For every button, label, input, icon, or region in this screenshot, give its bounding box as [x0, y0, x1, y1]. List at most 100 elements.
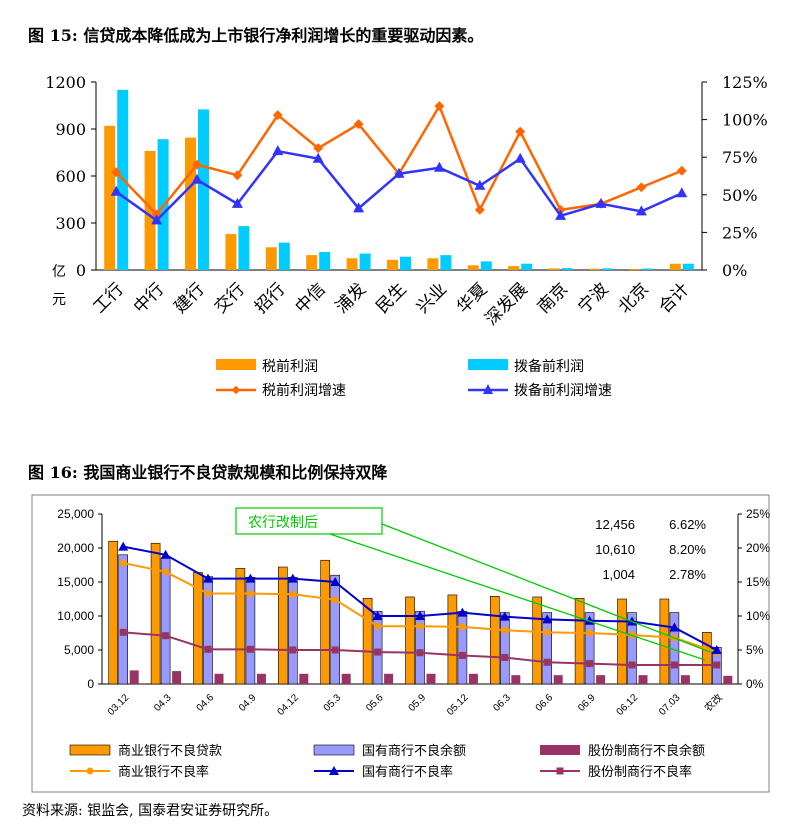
y2-tick-label: 15%: [746, 575, 770, 589]
marker-joint-stock-npl-ratio: [543, 658, 551, 666]
marker-pretax-growth: [232, 170, 243, 181]
marker-preprovision-growth: [110, 185, 122, 196]
marker-state-owned-npl-ratio: [669, 622, 680, 632]
marker-preprovision-growth: [433, 161, 445, 172]
bar-pretax-profit: [185, 137, 196, 270]
legend-marker: [483, 384, 493, 394]
marker-preprovision-growth: [635, 205, 647, 216]
unit-label-1: 亿: [52, 264, 66, 280]
bar-commercial-npl: [108, 540, 118, 685]
y-tick-label: 0: [76, 261, 86, 280]
bar-commercial-npl: [489, 595, 500, 685]
chart-figure-16: 0 5,000 10,000 15,000 20,000 25,000 0% 5% 10% 15%…: [31, 494, 770, 793]
y-tick-label: 600: [55, 167, 86, 186]
bar-pretax-profit: [467, 265, 479, 270]
marker-state-owned-npl-ratio: [118, 541, 129, 551]
y-tick-label: 20,000: [57, 541, 94, 555]
bar-joint-stock-npl: [341, 673, 351, 684]
marker-preprovision-growth: [353, 202, 365, 213]
legend-label: 商业银行不良贷款: [118, 743, 222, 759]
marker-commercial-npl-ratio: [119, 559, 127, 567]
bar-joint-stock-npl: [172, 671, 182, 684]
legend-label: 股份制商行不良余额: [588, 743, 705, 759]
marker-commercial-npl-ratio: [331, 596, 339, 604]
legend-marker: [86, 767, 94, 775]
stat-amount: 12,456: [595, 517, 635, 532]
legend-swatch-pretax: [216, 359, 256, 370]
y2-tick-label: 25%: [722, 223, 758, 242]
bar-pretax-profit: [427, 258, 439, 270]
bar-commercial-npl: [150, 542, 161, 685]
bar-joint-stock-npl: [468, 673, 478, 684]
marker-pretax-growth: [313, 143, 324, 154]
bar-joint-stock-npl: [384, 673, 394, 684]
bar-joint-stock-npl: [214, 673, 224, 684]
marker-state-owned-npl-ratio: [499, 611, 510, 621]
marker-joint-stock-npl-ratio: [331, 646, 339, 654]
marker-commercial-npl-ratio: [458, 623, 466, 631]
marker-joint-stock-npl-ratio: [119, 628, 127, 636]
y-tick-label: 0: [87, 677, 94, 691]
y-tick-label: 1200: [45, 73, 86, 92]
stat-ratio: 6.62%: [669, 517, 706, 532]
y2-tick-label: 5%: [746, 643, 764, 657]
bar-joint-stock-npl: [511, 675, 521, 684]
legend-label: 股份制商行不良率: [588, 764, 692, 780]
bar-joint-stock-npl: [723, 675, 733, 684]
bar-pretax-profit: [346, 258, 358, 270]
marker-state-owned-npl-ratio: [415, 611, 425, 620]
bar-state-owned-npl: [372, 610, 383, 685]
marker-joint-stock-npl-ratio: [204, 645, 212, 653]
bar-state-owned-npl: [627, 612, 637, 685]
bar-joint-stock-npl: [553, 675, 563, 684]
legend-marker: [231, 385, 241, 395]
marker-state-owned-npl-ratio: [287, 573, 298, 583]
bar-pretax-profit: [508, 266, 520, 270]
marker-state-owned-npl-ratio: [457, 607, 468, 617]
bar-state-owned-npl: [160, 557, 171, 685]
bar-joint-stock-npl: [256, 673, 266, 684]
marker-state-owned-npl-ratio: [372, 611, 383, 620]
y-tick-label: 25,000: [57, 507, 94, 521]
bar-state-owned-npl: [542, 612, 553, 685]
bar-preprovision-profit: [642, 268, 654, 270]
y2-tick-label: 125%: [722, 73, 768, 92]
annotation-leader-line: [381, 523, 711, 653]
marker-state-owned-npl-ratio: [711, 645, 722, 654]
bar-joint-stock-npl: [299, 673, 309, 684]
bar-joint-stock-npl: [596, 675, 606, 684]
marker-state-owned-npl-ratio: [330, 577, 341, 586]
marker-preprovision-growth: [312, 152, 324, 163]
bar-preprovision-profit: [440, 255, 452, 270]
bar-commercial-npl: [235, 568, 246, 685]
marker-joint-stock-npl-ratio: [501, 653, 509, 661]
marker-preprovision-growth: [272, 145, 284, 156]
y2-tick-label: 25%: [746, 507, 770, 521]
marker-state-owned-npl-ratio: [160, 549, 171, 559]
legend-swatch-preprovision: [468, 359, 508, 370]
marker-joint-stock-npl-ratio: [246, 645, 254, 653]
bar-pretax-profit: [548, 268, 560, 270]
bar-pretax-profit: [225, 233, 237, 270]
marker-preprovision-growth: [514, 152, 526, 163]
bar-pretax-profit: [629, 268, 641, 270]
marker-pretax-growth: [676, 165, 687, 176]
legend-label: 拨备前利润: [514, 358, 584, 375]
annotation-leader-line: [329, 533, 706, 661]
y2-tick-label: 75%: [722, 148, 758, 167]
bar-commercial-npl: [659, 598, 670, 685]
bar-commercial-npl: [277, 566, 288, 685]
bar-preprovision-profit: [359, 253, 371, 270]
marker-pretax-growth: [515, 126, 526, 137]
marker-state-owned-npl-ratio: [245, 573, 256, 583]
marker-joint-stock-npl-ratio: [289, 646, 297, 654]
marker-joint-stock-npl-ratio: [586, 660, 594, 668]
bar-state-owned-npl: [330, 574, 341, 685]
marker-state-owned-npl-ratio: [203, 573, 213, 583]
bar-commercial-npl: [320, 559, 331, 685]
marker-commercial-npl-ratio: [543, 628, 551, 636]
marker-preprovision-growth: [393, 167, 405, 178]
annotation-text: 农行改制后: [248, 515, 318, 531]
stat-amount: 10,610: [595, 542, 635, 557]
bar-commercial-npl: [574, 598, 585, 685]
